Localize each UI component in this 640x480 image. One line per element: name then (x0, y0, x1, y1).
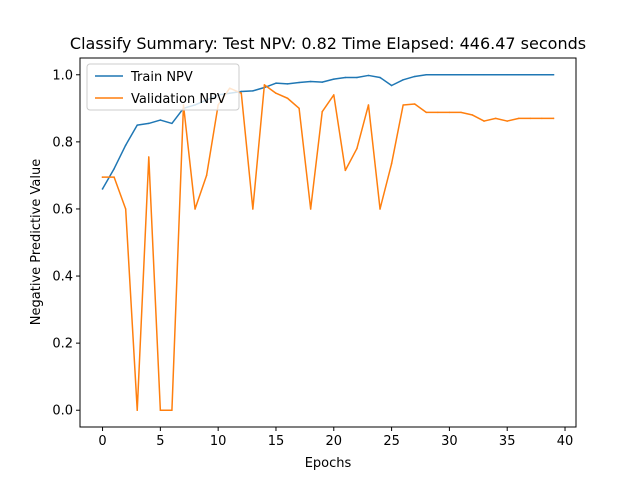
series-2-point (494, 117, 497, 120)
series-line-1 (101, 74, 555, 190)
x-axis: 0 5 10 15 20 25 30 35 40 (98, 427, 573, 449)
series-1-point (471, 74, 474, 76)
series-2-point (344, 169, 347, 172)
series-2-point (379, 208, 381, 210)
x-tick-label: 15 (268, 434, 285, 449)
series-2-point (171, 409, 173, 411)
series-2-point (136, 409, 138, 411)
series-1-point (101, 188, 104, 190)
y-axis: 0.0 0.2 0.4 0.6 0.8 1.0 (52, 68, 80, 419)
series-1-point (159, 119, 162, 121)
series-2-point (194, 208, 196, 210)
series-1-point (298, 81, 300, 84)
series-1-point (356, 76, 358, 79)
x-tick-label: 25 (383, 434, 400, 449)
series-1-point (252, 90, 254, 92)
series-line-2 (101, 84, 555, 411)
x-tick-label: 30 (441, 434, 458, 449)
x-tick-label: 40 (557, 434, 574, 449)
x-tick-label: 0 (98, 434, 106, 449)
series-1-point (286, 83, 289, 85)
series-2-point (333, 94, 335, 96)
series-1-point (136, 124, 138, 126)
series-2-point (390, 162, 393, 165)
series-2-point (471, 114, 474, 116)
y-tick-label: 0.4 (52, 270, 73, 285)
series-2-point (356, 147, 358, 150)
series-2-point (413, 103, 416, 105)
y-tick-label: 0.2 (52, 337, 73, 352)
series-1-point (518, 74, 520, 76)
y-tick-label: 1.0 (52, 68, 73, 83)
series-2-point (541, 117, 543, 120)
series-2-point (286, 97, 289, 99)
series-2-point (159, 409, 162, 411)
series-1-point (124, 144, 127, 146)
series-1-point (148, 122, 150, 125)
series-2-point (263, 84, 266, 86)
series-1-point (321, 81, 323, 83)
series-1-point (437, 74, 439, 76)
series-1-point (448, 74, 451, 76)
series-1-point (506, 74, 508, 76)
legend-label-1: Train NPV (130, 70, 193, 85)
plot-frame (79, 57, 577, 428)
legend: Train NPV Validation NPV (86, 63, 240, 111)
series-2-point (518, 117, 520, 120)
series-2-point (425, 111, 428, 114)
series-1-point (171, 122, 173, 125)
series-2-point (529, 117, 532, 120)
series-1-point (494, 74, 497, 76)
series-2-point (240, 92, 243, 94)
series-2-point (460, 111, 462, 114)
series-2-point (101, 176, 104, 178)
series-2-point (205, 174, 208, 177)
series-1-point (529, 74, 532, 76)
series-1-point (552, 74, 555, 76)
series-2-point (113, 176, 115, 178)
series-2-point (506, 120, 508, 122)
x-tick-label: 5 (156, 434, 164, 449)
series-1-point (402, 79, 404, 81)
series-1-point (425, 74, 428, 76)
series-2-point (448, 111, 451, 114)
series-1-point (309, 80, 312, 83)
series-2-point (298, 107, 300, 110)
series-2-point (437, 111, 439, 114)
series-2-point (252, 208, 254, 210)
series-1-point (390, 84, 393, 87)
series-1-point (344, 76, 347, 79)
series-1-point (460, 74, 462, 76)
series-1-point (113, 167, 115, 170)
x-axis-title: Epochs (305, 456, 352, 471)
x-tick-label: 10 (210, 434, 227, 449)
series-1-point (275, 82, 277, 84)
series-1-point (379, 76, 381, 79)
series-1-point (333, 78, 335, 80)
series-2-point (552, 117, 555, 120)
series-2-point (275, 92, 277, 94)
series-1-point (483, 74, 485, 76)
y-tick-label: 0.8 (52, 135, 73, 150)
series-1-point (413, 75, 416, 78)
x-tick-label: 35 (499, 434, 516, 449)
chart-title: Classify Summary: Test NPV: 0.82 Time El… (70, 34, 586, 53)
series-1-point (541, 74, 543, 76)
series-2-point (321, 110, 323, 113)
series-2-point (367, 104, 370, 106)
x-tick-label: 20 (326, 434, 343, 449)
series-2-point (124, 208, 127, 210)
series-2-point (148, 156, 150, 158)
y-axis-title: Negative Predictive Value (29, 159, 44, 325)
y-tick-label: 0.6 (52, 202, 73, 217)
series-2-point (402, 104, 404, 106)
legend-box (86, 63, 240, 111)
legend-label-2: Validation NPV (131, 92, 226, 107)
series-2-point (309, 208, 312, 210)
series-1-point (367, 74, 370, 77)
series-2-point (483, 120, 485, 122)
series-1-point (240, 90, 243, 93)
y-tick-label: 0.0 (52, 404, 73, 419)
